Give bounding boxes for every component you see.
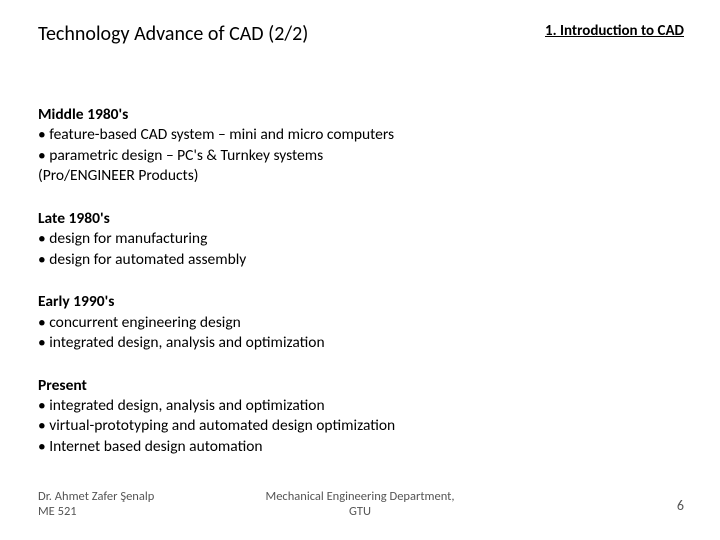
bullet-line: (Pro/ENGINEER Products) (38, 166, 640, 186)
bullet-line: • design for automated assembly (38, 250, 640, 270)
section-early-1990s: Early 1990's • concurrent engineering de… (38, 292, 640, 353)
section-heading: Early 1990's (38, 292, 640, 312)
bullet-line: • integrated design, analysis and optimi… (38, 396, 640, 416)
bullet-line: • feature-based CAD system – mini and mi… (38, 125, 640, 145)
section-middle-1980s: Middle 1980's • feature-based CAD system… (38, 105, 640, 187)
slide: Technology Advance of CAD (2/2) 1. Intro… (0, 0, 720, 540)
course-code: ME 521 (38, 504, 154, 520)
section-heading: Late 1980's (38, 209, 640, 229)
dept-line: GTU (266, 504, 455, 520)
slide-title: Technology Advance of CAD (2/2) (38, 22, 308, 46)
bullet-line: • virtual-prototyping and automated desi… (38, 416, 640, 436)
page-number: 6 (677, 497, 684, 514)
chapter-label: 1. Introduction to CAD (545, 22, 684, 40)
bullet-line: • parametric design – PC's & Turnkey sys… (38, 146, 640, 166)
section-heading: Present (38, 376, 640, 396)
section-heading: Middle 1980's (38, 105, 640, 125)
slide-body: Middle 1980's • feature-based CAD system… (38, 105, 640, 479)
dept-line: Mechanical Engineering Department, (266, 489, 455, 505)
section-late-1980s: Late 1980's • design for manufacturing •… (38, 209, 640, 270)
bullet-line: • integrated design, analysis and optimi… (38, 333, 640, 353)
footer-author: Dr. Ahmet Zafer Şenalp ME 521 (38, 489, 154, 520)
bullet-line: • design for manufacturing (38, 229, 640, 249)
author-name: Dr. Ahmet Zafer Şenalp (38, 489, 154, 505)
footer-department: Mechanical Engineering Department, GTU (266, 489, 455, 520)
section-present: Present • integrated design, analysis an… (38, 376, 640, 458)
bullet-line: • Internet based design automation (38, 437, 640, 457)
bullet-line: • concurrent engineering design (38, 313, 640, 333)
